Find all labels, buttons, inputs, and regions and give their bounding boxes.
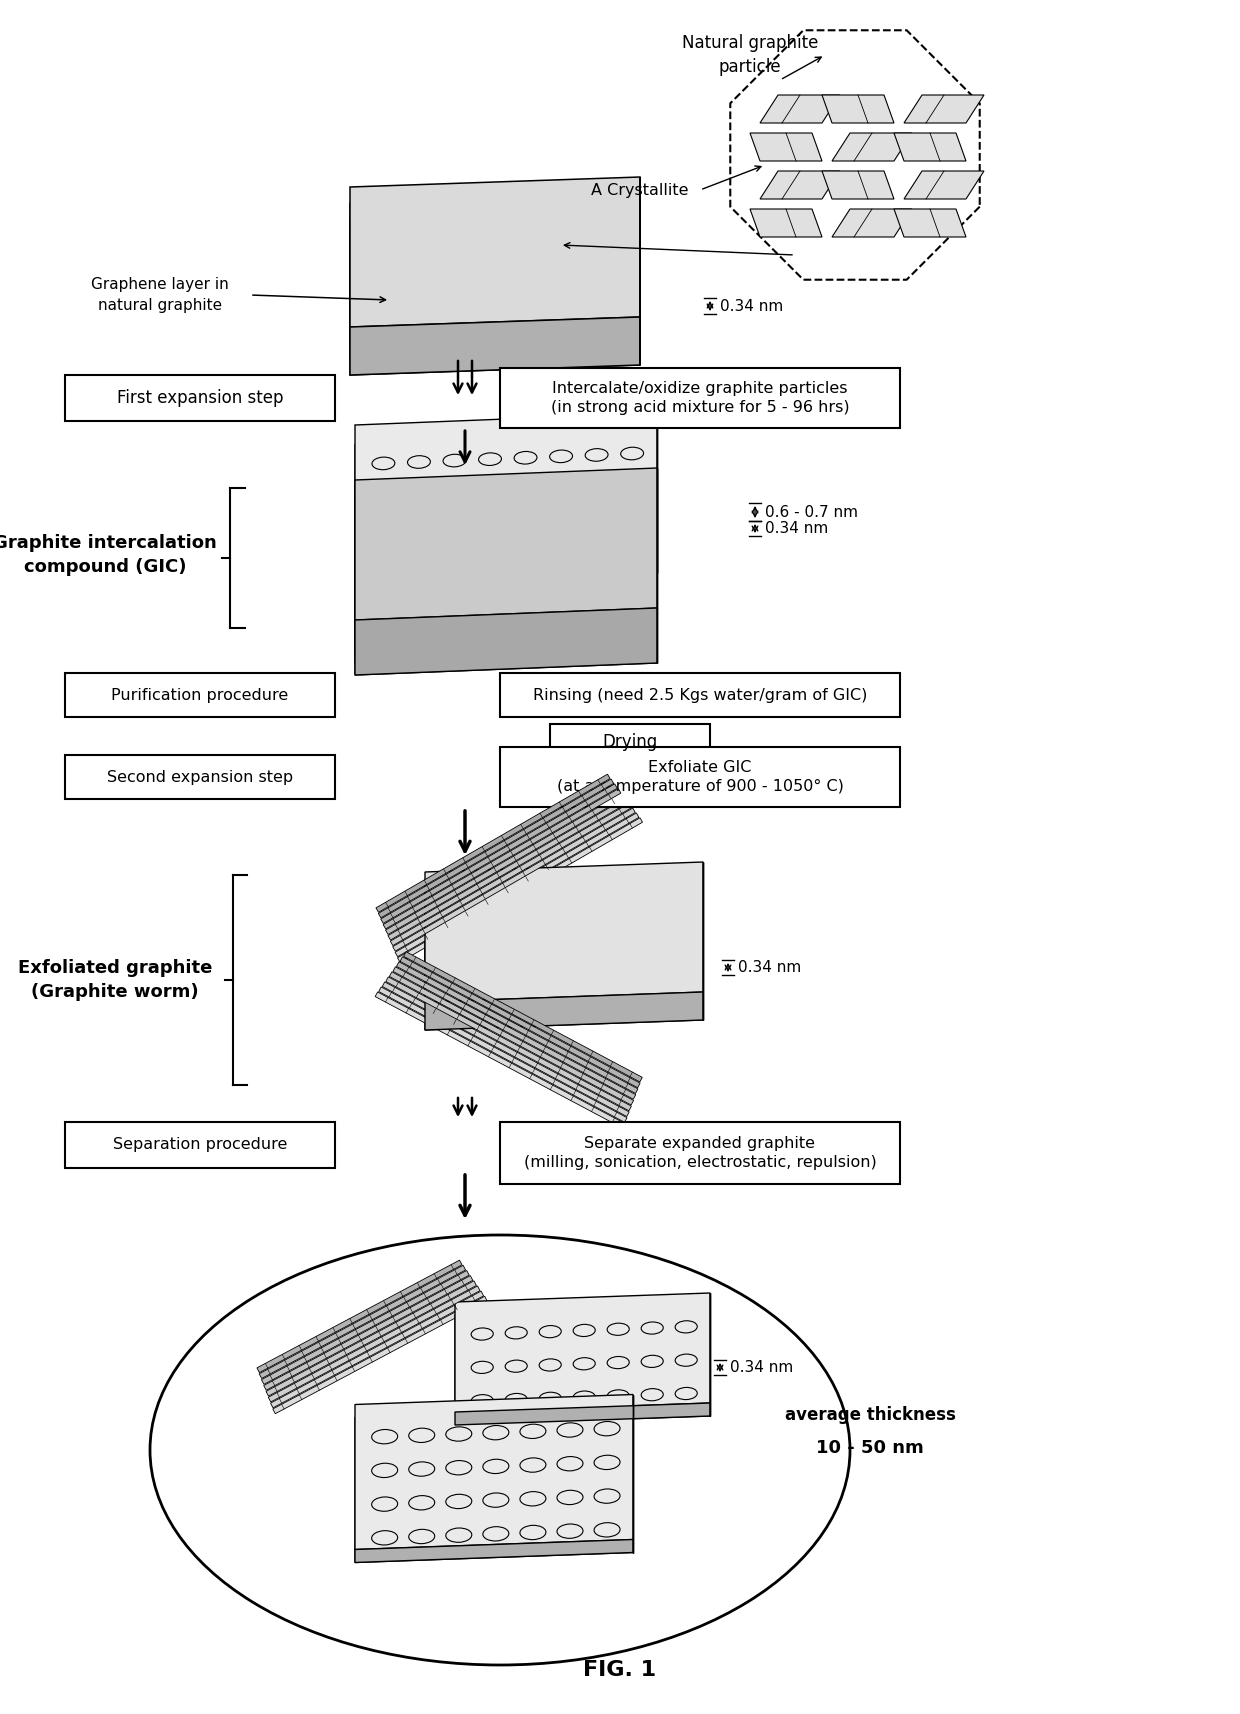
Polygon shape [391, 804, 631, 946]
Polygon shape [355, 1539, 632, 1563]
Polygon shape [350, 177, 640, 327]
Polygon shape [894, 209, 966, 237]
Polygon shape [355, 608, 657, 675]
Text: 0.34 nm: 0.34 nm [730, 1359, 794, 1375]
Polygon shape [355, 500, 657, 653]
Text: Purification procedure: Purification procedure [112, 687, 289, 703]
Polygon shape [259, 1265, 466, 1378]
Polygon shape [894, 134, 966, 161]
Polygon shape [268, 1286, 480, 1402]
Text: First expansion step: First expansion step [117, 389, 283, 406]
Polygon shape [382, 982, 629, 1116]
Polygon shape [350, 225, 640, 375]
Polygon shape [355, 478, 657, 631]
Polygon shape [760, 171, 839, 199]
Text: 0.34 nm: 0.34 nm [738, 960, 801, 975]
Polygon shape [388, 799, 629, 939]
Text: Graphene layer in
natural graphite: Graphene layer in natural graphite [91, 278, 229, 314]
Polygon shape [760, 94, 839, 123]
Polygon shape [904, 171, 985, 199]
Polygon shape [425, 876, 703, 1016]
Polygon shape [401, 956, 640, 1088]
Polygon shape [822, 171, 894, 199]
Polygon shape [386, 977, 631, 1111]
FancyBboxPatch shape [551, 723, 711, 759]
Polygon shape [355, 1395, 632, 1549]
Polygon shape [355, 413, 657, 566]
Polygon shape [403, 951, 642, 1082]
Polygon shape [264, 1275, 472, 1390]
FancyBboxPatch shape [64, 375, 335, 422]
Polygon shape [393, 807, 635, 951]
FancyBboxPatch shape [500, 674, 900, 716]
Polygon shape [904, 94, 985, 123]
Polygon shape [455, 1404, 711, 1424]
Polygon shape [398, 818, 642, 962]
Polygon shape [397, 962, 637, 1094]
Text: average thickness: average thickness [785, 1405, 956, 1424]
Polygon shape [822, 94, 894, 123]
Polygon shape [355, 1407, 632, 1563]
FancyBboxPatch shape [64, 754, 335, 799]
Polygon shape [396, 812, 639, 956]
Polygon shape [355, 554, 657, 584]
Text: Rinsing (need 2.5 Kgs water/gram of GIC): Rinsing (need 2.5 Kgs water/gram of GIC) [533, 687, 867, 703]
Polygon shape [383, 788, 621, 929]
Polygon shape [750, 209, 822, 237]
Polygon shape [350, 209, 640, 358]
FancyBboxPatch shape [64, 1123, 335, 1167]
Text: Exfoliated graphite
(Graphite worm): Exfoliated graphite (Graphite worm) [17, 960, 212, 1001]
FancyBboxPatch shape [64, 674, 335, 716]
Polygon shape [455, 1292, 711, 1412]
Text: Exfoliate GIC
(at a temperature of 900 - 1050° C): Exfoliate GIC (at a temperature of 900 -… [557, 761, 843, 794]
Text: A Crystallite: A Crystallite [591, 182, 688, 197]
Polygon shape [750, 134, 822, 161]
Polygon shape [270, 1291, 484, 1407]
Polygon shape [350, 194, 640, 343]
Text: FIG. 1: FIG. 1 [584, 1659, 656, 1680]
Text: Separation procedure: Separation procedure [113, 1138, 288, 1152]
Polygon shape [355, 490, 657, 643]
Text: Natural graphite
particle: Natural graphite particle [682, 34, 818, 75]
Text: 0.34 nm: 0.34 nm [720, 298, 784, 314]
Polygon shape [355, 523, 657, 675]
Polygon shape [376, 775, 610, 912]
Polygon shape [355, 434, 657, 584]
Polygon shape [376, 992, 625, 1128]
Polygon shape [267, 1280, 476, 1397]
FancyBboxPatch shape [500, 1123, 900, 1184]
FancyBboxPatch shape [500, 747, 900, 807]
FancyBboxPatch shape [500, 369, 900, 428]
Polygon shape [378, 780, 614, 917]
Text: Second expansion step: Second expansion step [107, 770, 293, 785]
Text: 0.6 - 0.7 nm: 0.6 - 0.7 nm [765, 504, 858, 519]
Polygon shape [425, 890, 703, 1030]
Text: 0.34 nm: 0.34 nm [765, 521, 828, 536]
Polygon shape [262, 1270, 469, 1385]
Text: Graphite intercalation
compound (GIC): Graphite intercalation compound (GIC) [0, 535, 217, 576]
Text: Separate expanded graphite
(milling, sonication, electrostatic, repulsion): Separate expanded graphite (milling, son… [523, 1136, 877, 1169]
Polygon shape [832, 209, 911, 237]
Polygon shape [425, 862, 703, 1003]
Polygon shape [378, 987, 627, 1123]
Polygon shape [393, 967, 636, 1099]
Polygon shape [832, 134, 911, 161]
Polygon shape [425, 992, 703, 1030]
Text: 10 - 50 nm: 10 - 50 nm [816, 1440, 924, 1457]
Polygon shape [273, 1296, 487, 1414]
Polygon shape [355, 512, 657, 663]
Polygon shape [257, 1260, 463, 1373]
Polygon shape [355, 468, 657, 620]
Polygon shape [455, 1306, 711, 1424]
Text: Drying: Drying [603, 734, 657, 751]
Polygon shape [389, 972, 634, 1106]
Text: Intercalate/oxidize graphite particles
(in strong acid mixture for 5 - 96 hrs): Intercalate/oxidize graphite particles (… [551, 381, 849, 415]
Polygon shape [381, 783, 618, 924]
Polygon shape [386, 794, 625, 934]
Polygon shape [350, 317, 640, 375]
